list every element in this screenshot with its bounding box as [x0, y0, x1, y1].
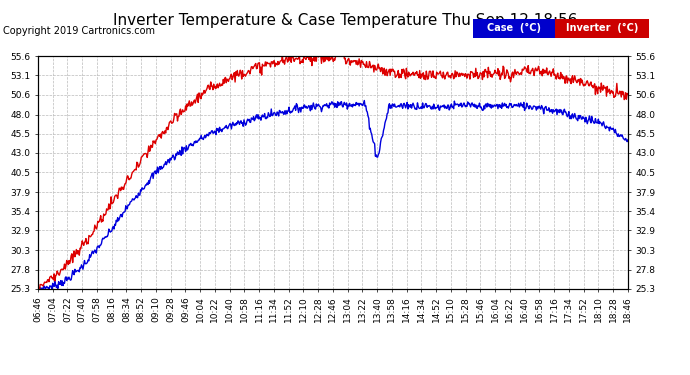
Text: Inverter  (°C): Inverter (°C) [566, 23, 638, 33]
Text: Copyright 2019 Cartronics.com: Copyright 2019 Cartronics.com [3, 26, 155, 36]
Text: Inverter Temperature & Case Temperature Thu Sep 12 18:56: Inverter Temperature & Case Temperature … [112, 13, 578, 28]
Text: Case  (°C): Case (°C) [487, 23, 541, 33]
